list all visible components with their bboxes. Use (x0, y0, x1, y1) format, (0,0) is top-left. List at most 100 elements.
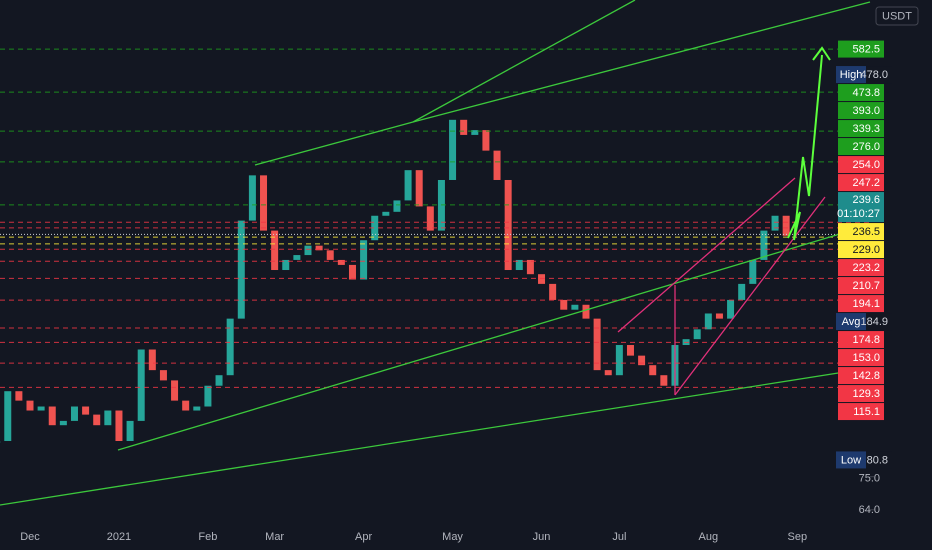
candle (593, 318, 601, 371)
candle (304, 245, 312, 256)
candle (449, 119, 457, 180)
candle (615, 345, 623, 376)
level-label: 142.8 (852, 370, 880, 382)
x-tick-label: Feb (198, 531, 217, 543)
trendline (412, 0, 636, 123)
x-tick-label: Sep (787, 531, 807, 543)
level-label-box (838, 102, 884, 120)
level-label-box (838, 349, 884, 367)
stat-name: Low (841, 454, 861, 466)
stat-name-box (836, 313, 866, 331)
candle (226, 318, 234, 376)
stat-name-box (836, 451, 866, 469)
candle (493, 150, 501, 180)
level-label: 236.5 (852, 226, 880, 238)
level-label-box (838, 331, 884, 349)
candle (604, 370, 612, 376)
candle (4, 391, 12, 441)
level-label: 129.3 (852, 388, 880, 400)
candle (515, 259, 523, 271)
level-label: 229.0 (852, 244, 880, 256)
stat-name: Avg (842, 316, 861, 328)
level-label: 276.0 (852, 141, 880, 153)
level-label: 393.0 (852, 105, 880, 117)
candle (626, 345, 634, 356)
candle (248, 175, 256, 221)
stat-value: 184.9 (860, 316, 888, 328)
candle (37, 406, 45, 411)
level-label: 339.3 (852, 123, 880, 135)
candle (137, 349, 145, 421)
candle (482, 130, 490, 151)
candle (582, 304, 590, 319)
level-label-box (838, 367, 884, 385)
level-label: 247.2 (852, 177, 880, 189)
candle (260, 175, 268, 231)
trendline (0, 367, 871, 506)
y-tick-label: 75.0 (859, 472, 880, 484)
candle (26, 400, 34, 411)
level-label-box (838, 120, 884, 138)
candle (126, 420, 134, 441)
candle (526, 259, 534, 275)
candle (538, 274, 546, 284)
candle (727, 299, 735, 319)
candle (82, 406, 90, 415)
countdown-label: 01:10:27 (837, 208, 880, 220)
candle (159, 370, 167, 381)
x-tick-label: Dec (20, 531, 40, 543)
level-label-box (838, 277, 884, 295)
candle (59, 420, 67, 426)
candle (371, 215, 379, 241)
candle (715, 313, 723, 319)
candle (182, 400, 190, 411)
level-label-box (838, 174, 884, 192)
candle (693, 329, 701, 340)
candle (204, 385, 212, 407)
candle (393, 200, 401, 212)
candle (404, 170, 412, 201)
level-label-box (838, 84, 884, 102)
candle (660, 375, 668, 386)
stat-value-box (866, 451, 892, 469)
candle (93, 414, 101, 426)
current-price-box (838, 192, 884, 223)
level-label-box (838, 223, 884, 241)
candle (415, 170, 423, 207)
candle (282, 259, 290, 271)
forecast-arrow (787, 54, 823, 241)
trendline (254, 121, 414, 166)
level-label: 582.5 (852, 43, 880, 55)
currency-badge[interactable] (875, 6, 919, 26)
candle (704, 313, 712, 330)
candle (560, 299, 568, 310)
level-label: 194.1 (852, 298, 880, 310)
stat-name-box (836, 66, 866, 84)
x-tick-label: Jul (612, 531, 626, 543)
candle (638, 355, 646, 366)
stat-value-box (866, 66, 892, 84)
level-label: 473.8 (852, 87, 880, 99)
y-tick-label: 64.0 (859, 504, 880, 516)
level-label-box (838, 156, 884, 174)
candle (649, 365, 657, 376)
candle (193, 406, 201, 411)
stat-value-box (866, 313, 892, 331)
x-tick-label: 2021 (107, 531, 131, 543)
x-tick-label: Aug (699, 531, 719, 543)
candle (426, 206, 434, 231)
price-axis: 582.5 473.8 393.0 339.3 276.0 254.0 247.2 236.5… (836, 40, 892, 516)
candle (771, 215, 779, 231)
forecast-arrowhead (812, 46, 831, 61)
candle (360, 240, 368, 280)
level-label: 153.0 (852, 352, 880, 364)
candle (237, 220, 245, 319)
channel-line (617, 177, 796, 333)
candle (48, 406, 56, 426)
level-label-box (838, 403, 884, 421)
level-label-box (838, 259, 884, 277)
candle (70, 406, 78, 421)
channel-line (674, 196, 826, 396)
